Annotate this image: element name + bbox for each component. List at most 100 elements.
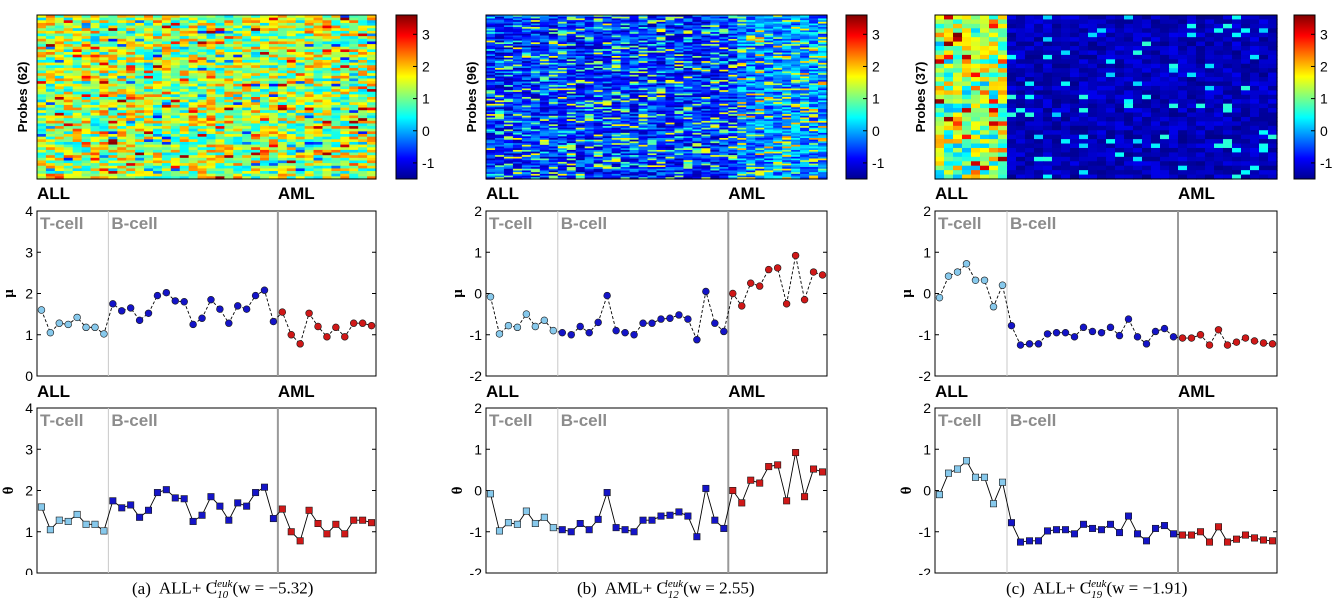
heatmap-cell: [233, 160, 243, 164]
heatmap-cell: [503, 40, 514, 43]
heatmap-cell: [710, 110, 720, 113]
heatmap-cell: [674, 54, 685, 57]
heatmap-cell: [782, 67, 792, 71]
heatmap-cell: [800, 110, 810, 113]
heatmap-cell: [791, 47, 801, 50]
heatmap-cell: [620, 119, 631, 122]
heatmap-cell: [313, 15, 324, 19]
heatmap-cell: [638, 71, 649, 74]
data-point: [145, 506, 153, 514]
data-point: [180, 495, 188, 503]
heatmap-cell: [746, 28, 756, 31]
heatmap-cell: [512, 25, 523, 28]
heatmap-cell: [575, 21, 586, 25]
heatmap-cell: [773, 98, 783, 102]
heatmap-cell: [656, 45, 667, 49]
heatmap-cell: [539, 126, 550, 129]
heatmap-cell: [188, 147, 199, 151]
heatmap-cell: [557, 105, 568, 108]
heatmap-cell: [800, 124, 810, 127]
heatmap-cell: [719, 56, 729, 59]
heatmap-cell: [197, 165, 208, 170]
heatmap-cell: [530, 23, 541, 26]
heatmap-cell: [755, 90, 765, 93]
heatmap-cell: [188, 86, 199, 90]
heatmap-cell: [81, 136, 92, 140]
heatmap-cell: [755, 42, 765, 45]
heatmap-cell: [584, 120, 595, 124]
heatmap-cell: [251, 59, 261, 64]
heatmap-cell: [764, 73, 774, 76]
heatmap-cell: [683, 126, 693, 129]
heatmap-cell: [656, 103, 667, 107]
heatmap-cell: [539, 88, 550, 91]
heatmap-cell: [135, 123, 145, 127]
heatmap-cell: [809, 25, 819, 28]
heatmap-cell: [197, 157, 208, 162]
heatmap-cell: [539, 15, 550, 18]
heatmap-cell: [170, 155, 181, 159]
heatmap-cell: [286, 115, 297, 119]
heatmap-cell: [683, 71, 693, 74]
heatmap-cell: [206, 112, 217, 117]
heatmap-cell: [367, 41, 377, 45]
heatmap-cell: [215, 28, 225, 32]
heatmap-cell: [63, 128, 74, 132]
heatmap-cell: [358, 70, 368, 74]
heatmap-cell: [539, 112, 550, 115]
heatmap-cell: [818, 25, 828, 28]
heatmap-cell: [656, 95, 667, 98]
heatmap-cell: [656, 40, 667, 43]
heatmap-cell: [197, 83, 208, 88]
heatmap-cell: [340, 70, 350, 74]
heatmap-cell: [575, 59, 586, 62]
heatmap-cell: [701, 18, 711, 21]
heatmap-cell: [575, 91, 586, 95]
heatmap-cell: [268, 173, 279, 177]
heatmap-cell: [197, 147, 208, 151]
heatmap-cell: [719, 73, 729, 76]
heatmap-cell: [322, 67, 332, 72]
heatmap-cell: [295, 30, 306, 35]
heatmap-cell: [224, 147, 234, 151]
heatmap-cell: [152, 126, 163, 130]
heatmap-cell: [530, 120, 541, 124]
heatmap-cell: [144, 176, 154, 180]
heatmap-cell: [54, 28, 65, 32]
heatmap-cell: [800, 119, 810, 122]
heatmap-cell: [629, 15, 640, 18]
heatmap-cell: [764, 74, 774, 78]
heatmap-cell: [611, 120, 622, 124]
heatmap-cell: [233, 118, 243, 122]
heatmap-cell: [144, 168, 154, 172]
heatmap-cell: [638, 88, 649, 91]
heatmap-cell: [268, 99, 279, 103]
heatmap-cell: [161, 52, 172, 56]
heatmap-cell: [251, 70, 261, 74]
data-point: [162, 486, 170, 494]
heatmap-cell: [349, 86, 359, 90]
heatmap-cell: [90, 62, 101, 66]
heatmap-cell: [268, 128, 279, 132]
heatmap-cell: [144, 49, 154, 53]
heatmap-cell: [719, 110, 729, 113]
heatmap-cell: [656, 30, 667, 33]
heatmap-cell: [620, 117, 631, 120]
heatmap-cell: [521, 88, 532, 91]
heatmap-cell: [54, 17, 65, 21]
heatmap-cell: [54, 67, 65, 72]
heatmap-cell: [755, 76, 765, 79]
heatmap-cell: [566, 76, 577, 79]
heatmap-cell: [304, 49, 315, 53]
heatmap-cell: [242, 104, 252, 109]
heatmap-cell: [557, 57, 568, 61]
heatmap-cell: [737, 126, 747, 129]
heatmap-cell: [72, 134, 83, 138]
heatmap-cell: [665, 105, 676, 108]
heatmap-cell: [728, 103, 738, 107]
heatmap-cell: [144, 78, 154, 82]
heatmap-cell: [486, 114, 496, 117]
heatmap-cell: [665, 69, 676, 72]
heatmap-cell: [286, 141, 297, 146]
heatmap-cell: [331, 165, 341, 170]
